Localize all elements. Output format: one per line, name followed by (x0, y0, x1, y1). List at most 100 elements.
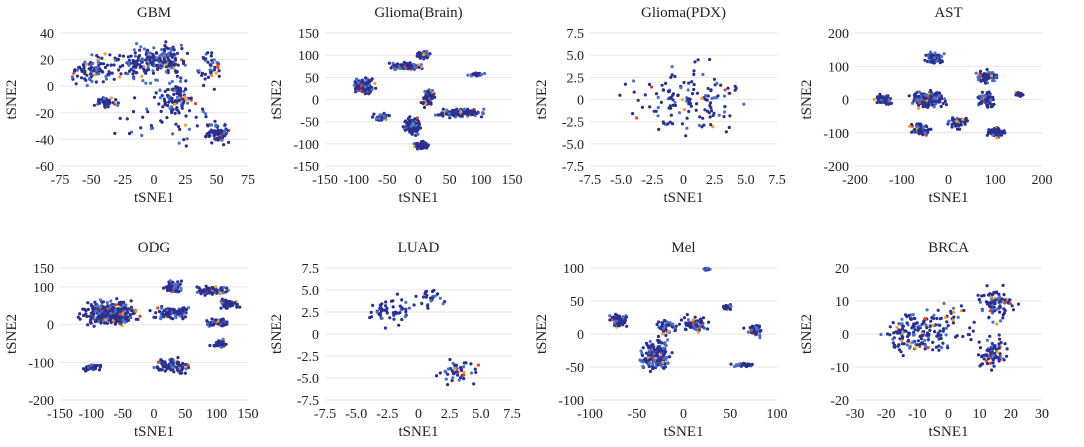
scatter-point (999, 341, 1003, 345)
scatter-point (414, 294, 418, 298)
scatter-point (173, 102, 177, 106)
scatter-point (160, 306, 164, 310)
scatter-point (892, 331, 896, 335)
scatter-point (914, 321, 918, 325)
scatter-point (1005, 354, 1009, 358)
scatter-point (640, 105, 645, 109)
scatter-point (915, 122, 919, 126)
scatter-point (178, 371, 182, 375)
scatter-point (651, 345, 656, 349)
scatter-point (698, 321, 703, 325)
scatter-point (181, 309, 185, 313)
scatter-point (379, 305, 383, 309)
scatter-point (392, 317, 396, 321)
scatter-point (618, 93, 622, 97)
scatter-point (883, 100, 887, 105)
y-tick-label: 100 (33, 281, 54, 296)
scatter-point (434, 113, 438, 117)
scatter-point (997, 346, 1001, 350)
scatter-point (222, 143, 226, 147)
scatter-point (121, 312, 125, 316)
x-tick-label: 100 (767, 407, 788, 422)
x-axis-label: tSNE1 (398, 424, 438, 440)
scatter-point (666, 361, 670, 365)
scatter-point (173, 111, 177, 115)
scatter-point (993, 298, 997, 302)
panel-title: ODG (138, 240, 171, 256)
scatter-point (995, 355, 999, 359)
scatter-point (160, 48, 164, 52)
scatter-point (195, 124, 199, 128)
scatter-point (171, 87, 175, 91)
x-tick-label: -50 (627, 407, 646, 422)
scatter-point (680, 122, 685, 126)
scatter-point (170, 79, 174, 84)
scatter-point (87, 67, 91, 71)
scatter-point (100, 56, 104, 60)
scatter-point (706, 86, 710, 91)
scatter-point (912, 93, 917, 97)
scatter-point (977, 340, 981, 344)
scatter-point (935, 316, 939, 321)
scatter-point (412, 142, 416, 146)
scatter-point (167, 100, 171, 104)
scatter-point (355, 85, 359, 89)
scatter-point (203, 72, 207, 76)
scatter-point (944, 103, 949, 107)
scatter-point (913, 127, 917, 132)
scatter-point (701, 316, 706, 320)
scatter-point (879, 332, 883, 337)
scatter-point (425, 289, 429, 293)
scatter-point (641, 346, 645, 350)
scatter-point (145, 68, 149, 72)
scatter-point (707, 111, 711, 115)
scatter-point (689, 104, 693, 108)
y-tick-label: 20 (40, 54, 54, 69)
scatter-point (201, 107, 205, 111)
scatter-point (447, 112, 451, 116)
scatter-point (916, 339, 921, 343)
scatter-point (166, 68, 170, 72)
scatter-point (366, 81, 370, 85)
scatter-point (152, 95, 157, 99)
scatter-point (891, 341, 896, 345)
scatter-point (692, 69, 696, 73)
scatter-point (653, 348, 657, 352)
scatter-point (104, 318, 108, 322)
y-axis-label: tSNE2 (4, 314, 20, 354)
scatter-point (372, 112, 376, 116)
scatter-points (70, 40, 231, 148)
y-tick-label: 100 (563, 262, 584, 277)
x-tick-label: -2.5 (641, 173, 663, 188)
scatter-point (185, 137, 189, 141)
scatter-point (110, 71, 114, 75)
scatter-point (175, 107, 179, 111)
y-tick-label: -50 (565, 361, 584, 376)
scatter-point (913, 346, 917, 350)
scatter-point (129, 54, 133, 58)
scatter-point (1008, 298, 1012, 302)
scatter-point (758, 333, 762, 337)
scatter-point (179, 279, 183, 283)
scatter-point (363, 92, 367, 96)
panel-title: LUAD (398, 240, 440, 256)
scatter-point (475, 74, 479, 78)
scatter-point (209, 70, 213, 74)
scatter-point (223, 123, 227, 127)
scatter-point (946, 324, 950, 328)
scatter-point (352, 83, 356, 87)
scatter-point (158, 54, 162, 58)
scatter-point (481, 111, 485, 115)
scatter-point (660, 332, 665, 336)
scatter-point (209, 63, 213, 67)
scatter-point (917, 132, 922, 136)
scatter-point (666, 122, 670, 126)
x-tick-label: 100 (985, 173, 1006, 188)
scatter-point (141, 115, 145, 119)
y-tick-label: 200 (828, 27, 849, 42)
scatter-point (168, 279, 172, 283)
scatter-point (170, 60, 174, 64)
scatter-point (632, 90, 636, 94)
scatter-point (123, 320, 127, 324)
y-tick-label: 2.5 (302, 306, 320, 321)
